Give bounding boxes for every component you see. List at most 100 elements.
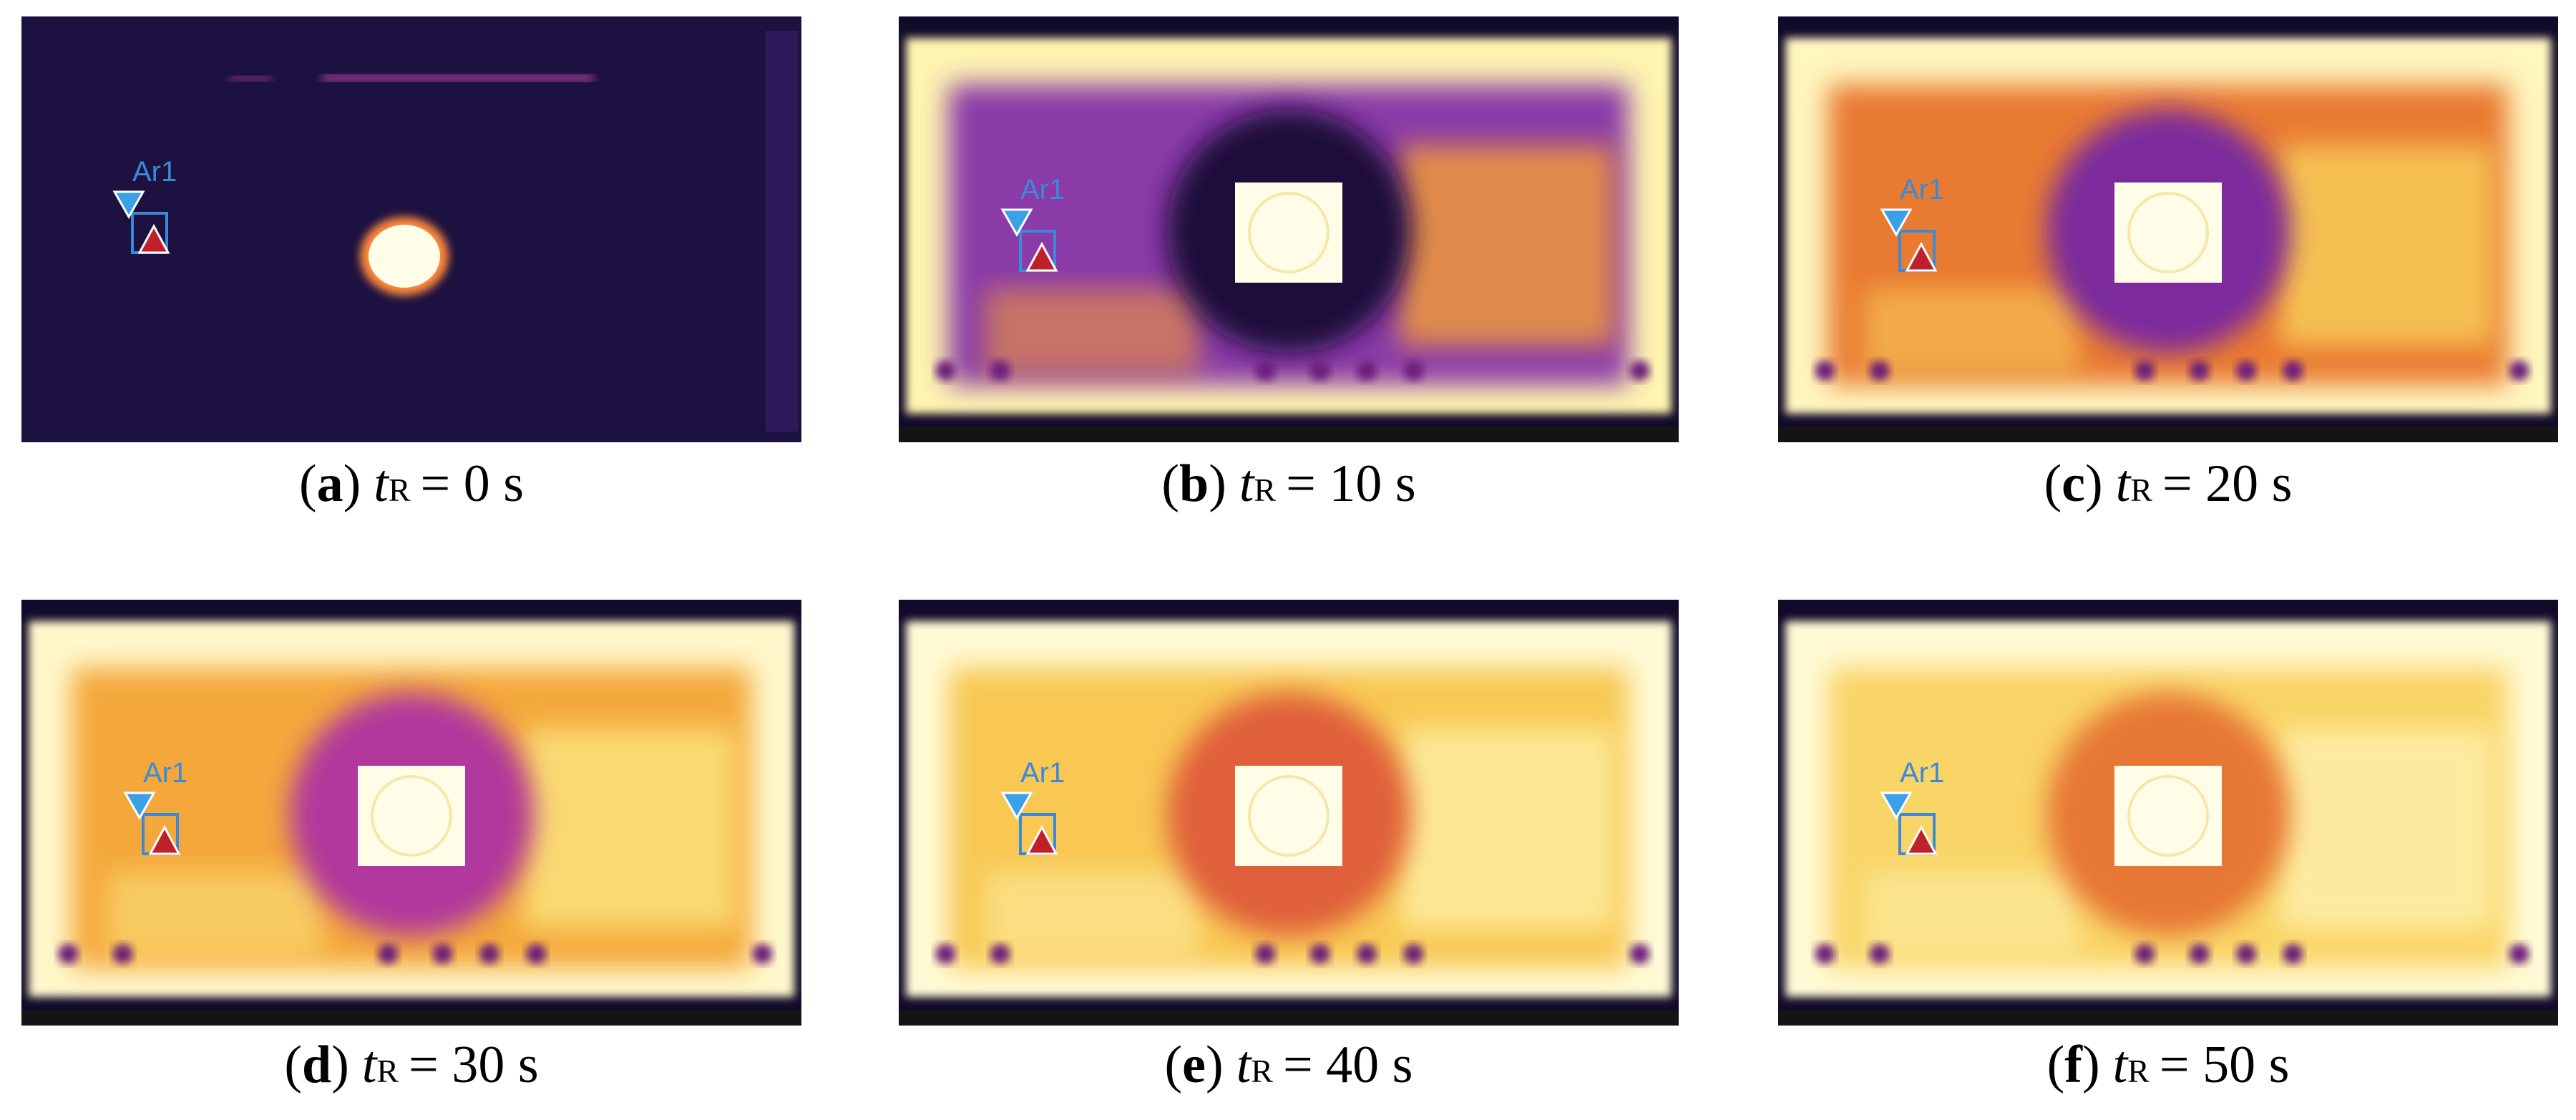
screw xyxy=(1629,361,1650,381)
caption: (e) tR = 40 s xyxy=(1165,1036,1413,1094)
caption: (c) tR = 20 s xyxy=(2044,454,2293,513)
marker-max xyxy=(148,824,181,855)
warm-zone xyxy=(1864,288,2079,374)
marker-label: Ar1 xyxy=(132,156,177,188)
caption-open: ( xyxy=(1161,454,1179,513)
marker-label: Ar1 xyxy=(143,757,187,789)
bottom-bar xyxy=(1778,427,2558,442)
caption-equals: = 0 s xyxy=(421,454,525,513)
warm-zone xyxy=(1864,872,2079,958)
screw xyxy=(2135,944,2155,964)
screw xyxy=(2236,361,2256,381)
marker-label: Ar1 xyxy=(1900,174,1944,205)
caption-variable: t xyxy=(362,1036,379,1094)
caption-close: ) xyxy=(2085,454,2103,513)
screw xyxy=(1869,944,1890,964)
caption-letter: d xyxy=(302,1036,331,1094)
warm-zone xyxy=(1400,729,1614,929)
caption-close: ) xyxy=(2082,1036,2100,1094)
marker-max xyxy=(1025,824,1058,855)
caption-open: ( xyxy=(284,1036,302,1094)
screw xyxy=(990,361,1010,381)
screw xyxy=(378,944,399,964)
screw xyxy=(1815,944,1835,964)
caption-subscript: R xyxy=(2127,1053,2150,1089)
screw xyxy=(479,944,499,964)
caption-equals: = 10 s xyxy=(1286,454,1416,513)
marker-label: Ar1 xyxy=(1020,757,1065,789)
screw xyxy=(1309,944,1330,964)
screw xyxy=(935,944,956,964)
thermal-image: Ar1 xyxy=(21,600,801,1026)
caption-equals: = 40 s xyxy=(1283,1036,1413,1094)
screw xyxy=(752,944,773,964)
marker-min xyxy=(1880,792,1913,821)
image-content: Ar1 xyxy=(21,600,801,1026)
screw xyxy=(1403,361,1424,381)
image-content: Ar1 xyxy=(21,16,801,442)
marker-label: Ar1 xyxy=(1900,757,1944,789)
caption-open: ( xyxy=(299,454,317,513)
screw xyxy=(2236,944,2256,964)
caption-letter: c xyxy=(2062,454,2085,513)
caption-subscript: R xyxy=(389,472,411,508)
caption-variable: t xyxy=(2116,454,2132,513)
warm-zone xyxy=(2279,729,2494,929)
hot-spot xyxy=(369,225,440,288)
heater-square xyxy=(1235,766,1342,866)
screw xyxy=(1309,361,1330,381)
screw xyxy=(1255,361,1276,381)
hot-line xyxy=(322,75,594,81)
heater-circle xyxy=(1248,775,1330,857)
thermal-image: Ar1 xyxy=(1778,16,2558,442)
screw xyxy=(1815,361,1835,381)
caption: (a) tR = 0 s xyxy=(299,454,524,513)
screw xyxy=(2283,944,2303,964)
bottom-bar xyxy=(899,1010,1679,1026)
heater-square xyxy=(1235,182,1342,283)
caption-subscript: R xyxy=(1251,1053,1273,1089)
screw xyxy=(432,944,453,964)
caption-subscript: R xyxy=(376,1053,399,1089)
caption-close: ) xyxy=(331,1036,349,1094)
caption-letter: f xyxy=(2064,1036,2083,1094)
warm-zone xyxy=(985,872,1199,958)
marker-min xyxy=(1880,208,1913,238)
caption-equals: = 50 s xyxy=(2160,1036,2290,1094)
heater-circle xyxy=(371,775,452,857)
thermal-image: Ar1 xyxy=(1778,600,2558,1026)
bottom-bar xyxy=(899,427,1679,442)
screw xyxy=(2189,944,2210,964)
caption-variable: t xyxy=(2113,1036,2129,1094)
image-content: Ar1 xyxy=(899,16,1679,442)
caption-subscript: R xyxy=(2130,472,2152,508)
heater-square xyxy=(2114,766,2222,866)
screw xyxy=(2509,361,2529,381)
thermal-image: Ar1 xyxy=(21,16,801,442)
caption-variable: t xyxy=(374,454,390,513)
image-content: Ar1 xyxy=(899,600,1679,1026)
caption: (b) tR = 10 s xyxy=(1161,454,1415,513)
screw xyxy=(112,944,133,964)
thermal-image: Ar1 xyxy=(899,600,1679,1026)
bottom-bar xyxy=(21,1010,801,1026)
screw xyxy=(2509,944,2529,964)
marker-min xyxy=(1000,792,1033,821)
caption-close: ) xyxy=(343,454,361,513)
marker-min xyxy=(112,190,145,220)
screw xyxy=(1255,944,1276,964)
caption-variable: t xyxy=(1236,1036,1253,1094)
screw xyxy=(1357,944,1377,964)
caption-letter: e xyxy=(1182,1036,1206,1094)
heater-circle xyxy=(2127,192,2209,273)
bottom-bar xyxy=(1778,1010,2558,1026)
marker-min xyxy=(123,792,156,821)
caption-equals: = 20 s xyxy=(2162,454,2293,513)
warm-zone xyxy=(107,872,322,958)
thermal-image: Ar1 xyxy=(899,16,1679,442)
screw xyxy=(2135,361,2155,381)
heater-square xyxy=(2114,182,2222,283)
marker-max xyxy=(1905,824,1938,855)
